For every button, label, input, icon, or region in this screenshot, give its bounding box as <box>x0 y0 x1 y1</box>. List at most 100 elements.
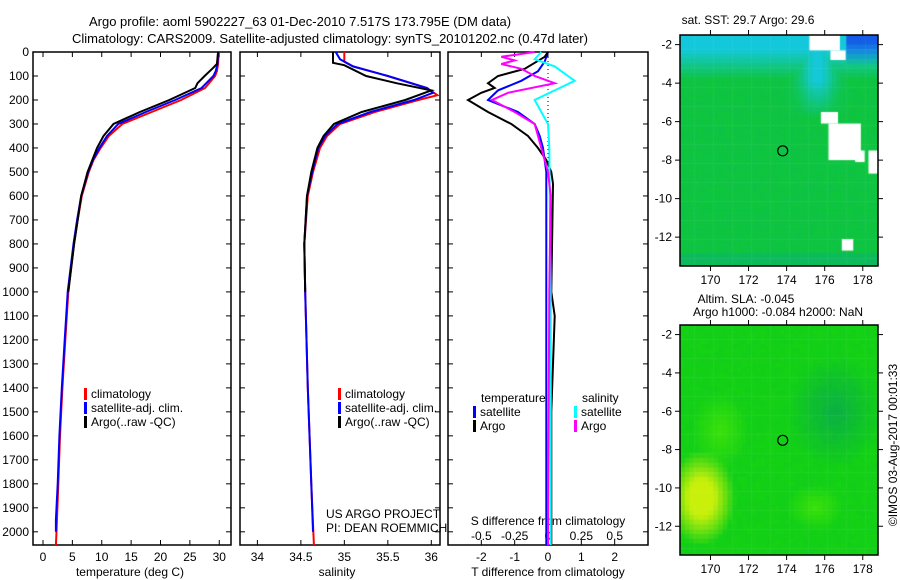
legend-label: satellite-adj. clim. <box>91 401 183 415</box>
lon-tick-label: 170 <box>700 562 720 576</box>
lon-tick-label: 170 <box>700 273 720 287</box>
x-tick-label: 5 <box>69 550 76 564</box>
plot-frame-salinity-profile <box>239 51 441 546</box>
x-tick-label: 30 <box>213 550 227 564</box>
lat-tick-label: -10 <box>655 481 673 495</box>
legend-label: satellite <box>480 405 521 419</box>
lat-tick-label: -6 <box>661 115 672 129</box>
series-line-argo-raw-qc- <box>303 52 435 292</box>
depth-tick-label: 0 <box>22 45 29 59</box>
legend-marker <box>84 388 87 400</box>
depth-tick-label: 1300 <box>2 357 29 371</box>
depth-tick-label: 900 <box>9 261 29 275</box>
depth-tick-label: 800 <box>9 237 29 251</box>
depth-tick-label: 1800 <box>2 477 29 491</box>
credit-pi: PI: DEAN ROEMMICH <box>326 521 447 535</box>
legend-header-salinity: salinity <box>582 391 619 405</box>
sla-map-title-line1: Altim. SLA: -0.045 <box>698 292 795 306</box>
sst-map-title: sat. SST: 29.7 Argo: 29.6 <box>682 13 815 27</box>
x-tick-label: 15 <box>124 550 138 564</box>
lon-tick-label: 176 <box>815 562 835 576</box>
series-line-satellite-adj-clim- <box>54 51 220 532</box>
legend-marker <box>574 420 577 432</box>
s-diff-tick-label: -0.25 <box>501 529 529 543</box>
legend-marker <box>473 420 476 432</box>
depth-tick-label: 300 <box>9 117 29 131</box>
lon-tick-label: 178 <box>853 273 873 287</box>
depth-tick-label: 2000 <box>2 525 29 539</box>
lon-tick-label: 172 <box>739 562 759 576</box>
lat-tick-label: -12 <box>655 519 673 533</box>
series-line-s-argo <box>489 51 559 546</box>
x-tick-label: 20 <box>154 550 168 564</box>
sla-map-image <box>680 325 878 555</box>
credit-project: US ARGO PROJECT <box>326 507 441 521</box>
x-tick-label: 34 <box>251 550 265 564</box>
series-line-satellite-adj-clim- <box>303 51 435 532</box>
lat-tick-label: -2 <box>661 328 672 342</box>
depth-tick-label: 1200 <box>2 333 29 347</box>
series-line-climatology <box>54 51 220 546</box>
series-line-s-satellite <box>532 51 577 545</box>
salinity-xlabel: salinity <box>319 565 356 579</box>
x-tick-label: 1 <box>578 550 585 564</box>
depth-tick-label: 1400 <box>2 381 29 395</box>
lat-tick-label: -8 <box>661 153 672 167</box>
legend-label: Argo <box>480 419 506 433</box>
series-line-climatology <box>303 52 440 546</box>
series-line-t-argo <box>465 51 556 545</box>
legend-marker <box>338 416 341 428</box>
depth-tick-label: 1500 <box>2 405 29 419</box>
x-tick-label: -2 <box>476 550 487 564</box>
depth-tick-label: 1000 <box>2 285 29 299</box>
figure-title-line1: Argo profile: aoml 5902227_63 01-Dec-201… <box>89 14 511 29</box>
s-diff-tick-label: 0.25 <box>570 529 594 543</box>
argo-position-marker <box>777 145 789 157</box>
legend-header-temperature: temperature <box>481 391 546 405</box>
sla-map-frame <box>679 324 879 556</box>
figure-title-line2: Climatology: CARS2009. Satellite-adjuste… <box>72 31 588 46</box>
depth-tick-label: 200 <box>9 93 29 107</box>
legend-marker <box>473 406 476 418</box>
depth-tick-label: 400 <box>9 141 29 155</box>
x-tick-label: 0 <box>40 550 47 564</box>
plot-frame-temperature-profile <box>32 51 232 546</box>
temperature-xlabel: temperature (deg C) <box>76 565 184 579</box>
series-line-t-satellite <box>486 51 549 545</box>
lat-tick-label: -12 <box>655 230 673 244</box>
x-tick-label: 25 <box>183 550 197 564</box>
lon-tick-label: 174 <box>777 273 797 287</box>
depth-tick-label: 1100 <box>3 309 29 323</box>
depth-tick-label: 1900 <box>2 501 29 515</box>
depth-tick-label: 500 <box>9 165 29 179</box>
x-tick-label: 10 <box>95 550 109 564</box>
depth-tick-label: 100 <box>9 69 29 83</box>
legend-label: Argo(..raw -QC) <box>345 415 430 429</box>
legend-label: Argo <box>581 419 607 433</box>
lon-tick-label: 176 <box>815 273 835 287</box>
s-diff-tick-label: 0.5 <box>606 529 623 543</box>
legend-marker <box>574 406 577 418</box>
tdiff-xlabel: T difference from climatology <box>471 565 625 579</box>
depth-tick-label: 700 <box>9 213 29 227</box>
legend-marker <box>84 402 87 414</box>
x-tick-label: 0 <box>545 550 552 564</box>
argo-position-marker <box>777 434 789 446</box>
x-tick-label: 35.5 <box>376 550 400 564</box>
sst-map-image <box>680 35 878 266</box>
legend-marker <box>84 416 87 428</box>
lon-tick-label: 174 <box>777 562 797 576</box>
lat-tick-label: -8 <box>661 443 672 457</box>
lat-tick-label: -2 <box>661 38 672 52</box>
lon-tick-label: 172 <box>739 273 759 287</box>
x-tick-label: -1 <box>509 550 520 564</box>
legend-label: climatology <box>91 387 151 401</box>
depth-tick-label: 1600 <box>2 429 29 443</box>
sst-map-frame <box>679 34 879 267</box>
legend-label: satellite <box>581 405 622 419</box>
depth-tick-label: 1700 <box>2 453 29 467</box>
lat-tick-label: -4 <box>661 76 672 90</box>
s-diff-tick-label: -0.5 <box>471 529 492 543</box>
